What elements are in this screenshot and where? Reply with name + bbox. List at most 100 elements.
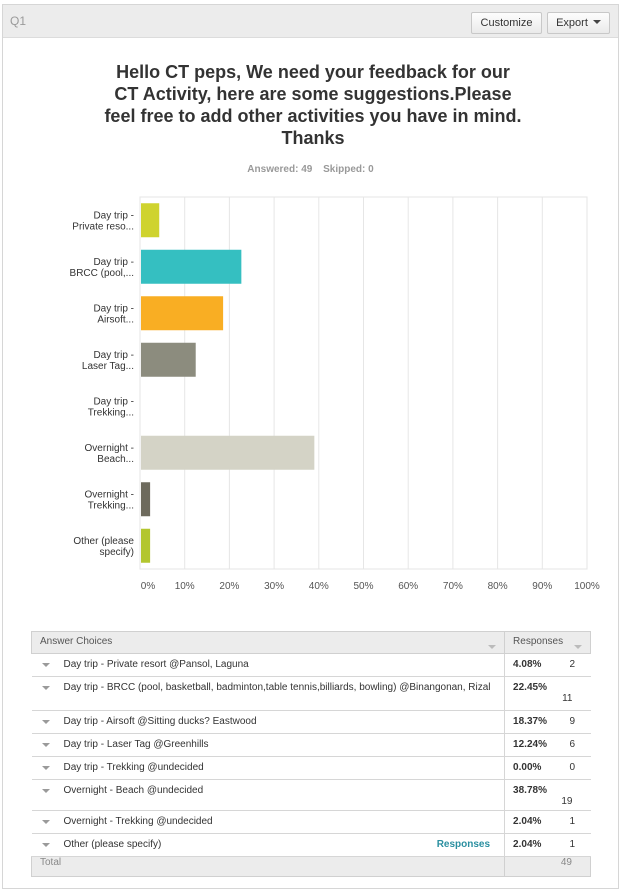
y-tick-label: Other (please specify) bbox=[73, 536, 134, 558]
table-row[interactable]: Day trip - BRCC (pool, basketball, badmi… bbox=[31, 676, 591, 711]
answer-choice-label: Day trip - BRCC (pool, basketball, badmi… bbox=[63, 682, 491, 693]
bar[interactable] bbox=[141, 435, 315, 470]
response-percent: 2.04% bbox=[513, 816, 542, 827]
x-tick-label: 40% bbox=[309, 581, 329, 592]
view-responses-link[interactable]: Responses bbox=[436, 839, 491, 850]
y-tick-label: Overnight -Trekking... bbox=[85, 489, 134, 511]
answer-choice-cell: Day trip - Laser Tag @Greenhills bbox=[31, 733, 506, 757]
y-tick-label: Day trip -Trekking... bbox=[88, 396, 134, 418]
table-row[interactable]: Overnight - Beach @undecided 38.78% 19 bbox=[31, 779, 591, 811]
chevron-down-icon bbox=[592, 20, 601, 24]
response-percent: 18.37% bbox=[513, 716, 547, 727]
response-count: 2 bbox=[569, 659, 576, 670]
bar-chart: 0% 10% 20% 30% 40% 50% 60% 70% 80% 90% 100% Day tri… bbox=[70, 196, 600, 592]
response-cell: 2.04% 1 bbox=[504, 833, 591, 857]
total-row: Total 49 bbox=[30, 856, 591, 877]
table-row[interactable]: Day trip - Trekking @undecided 0.00% 0 bbox=[31, 756, 591, 780]
y-tick-label: Day trip -Airsoft... bbox=[93, 303, 134, 325]
bar[interactable] bbox=[141, 203, 160, 238]
x-tick-label: 100% bbox=[574, 581, 600, 592]
answer-choice-cell: Day trip - Trekking @undecided bbox=[31, 756, 506, 780]
x-tick-label: 20% bbox=[219, 581, 239, 592]
x-tick-label: 30% bbox=[264, 581, 284, 592]
customize-button[interactable]: Customize bbox=[471, 12, 542, 34]
response-percent: 12.24% bbox=[513, 739, 547, 750]
response-cell: 12.24% 6 bbox=[504, 733, 591, 757]
table-row[interactable]: Overnight - Trekking @undecided 2.04% 1 bbox=[31, 810, 591, 834]
table-row[interactable]: Day trip - Private resort @Pansol, Lagun… bbox=[31, 653, 591, 677]
response-count: 11 bbox=[562, 693, 573, 704]
x-tick-label: 80% bbox=[488, 581, 508, 592]
response-cell: 2.04% 1 bbox=[504, 810, 591, 834]
x-tick-label: 0% bbox=[141, 581, 156, 592]
expand-row-icon[interactable] bbox=[41, 720, 50, 724]
expand-row-icon[interactable] bbox=[41, 663, 50, 667]
sort-icon bbox=[574, 645, 582, 649]
export-label: Export bbox=[556, 17, 588, 29]
question-number: Q1 bbox=[10, 14, 27, 28]
expand-row-icon[interactable] bbox=[41, 820, 50, 824]
response-count: 19 bbox=[561, 796, 573, 807]
bar[interactable] bbox=[141, 528, 151, 563]
response-percent: 2.04% bbox=[513, 839, 542, 850]
response-count: 9 bbox=[569, 716, 576, 727]
response-cell: 0.00% 0 bbox=[504, 756, 591, 780]
response-cell: 18.37% 9 bbox=[504, 710, 591, 734]
x-tick-label: 60% bbox=[398, 581, 418, 592]
bar[interactable] bbox=[141, 342, 196, 377]
response-percent: 0.00% bbox=[513, 762, 542, 773]
total-count: 49 bbox=[504, 856, 591, 877]
answer-choice-label: Day trip - Laser Tag @Greenhills bbox=[63, 739, 209, 750]
question-header: Q1 Customize Export bbox=[3, 5, 618, 38]
answer-choice-cell: Other (please specify) Responses bbox=[31, 833, 506, 857]
answer-choice-label: Day trip - Trekking @undecided bbox=[63, 762, 204, 773]
response-count: 1 bbox=[569, 839, 576, 850]
answer-choice-cell: Overnight - Trekking @undecided bbox=[31, 810, 506, 834]
response-count: 6 bbox=[569, 739, 576, 750]
table-row[interactable]: Day trip - Airsoft @Sitting ducks? Eastw… bbox=[31, 710, 591, 734]
table-row[interactable]: Other (please specify) Responses 2.04% 1 bbox=[31, 833, 591, 857]
answer-choices-header[interactable]: Answer Choices bbox=[30, 631, 506, 654]
answer-choice-label: Overnight - Beach @undecided bbox=[63, 785, 204, 796]
answer-choice-cell: Day trip - BRCC (pool, basketball, badmi… bbox=[31, 676, 506, 711]
response-count: 1 bbox=[569, 816, 576, 827]
answered-count: Answered: 49 bbox=[247, 164, 313, 175]
answers-table: Answer Choices Responses Day trip - Priv… bbox=[30, 631, 591, 877]
question-title: Hello CT peps, We need your feedback for… bbox=[104, 62, 522, 148]
expand-row-icon[interactable] bbox=[41, 843, 50, 847]
expand-row-icon[interactable] bbox=[41, 766, 50, 770]
export-button[interactable]: Export bbox=[547, 12, 610, 34]
response-percent: 22.45% bbox=[513, 682, 547, 693]
response-percent: 4.08% bbox=[513, 659, 542, 670]
answer-choice-label: Other (please specify) bbox=[63, 839, 162, 850]
response-cell: 4.08% 2 bbox=[504, 653, 591, 677]
responses-header-label: Responses bbox=[513, 636, 564, 647]
answer-choice-cell: Overnight - Beach @undecided bbox=[31, 779, 506, 811]
y-tick-label: Day trip -Private reso... bbox=[72, 210, 134, 232]
total-label: Total bbox=[30, 856, 506, 877]
answer-choice-label: Day trip - Private resort @Pansol, Lagun… bbox=[63, 659, 249, 670]
response-count: 0 bbox=[569, 762, 576, 773]
bar[interactable] bbox=[141, 296, 224, 331]
bar[interactable] bbox=[141, 482, 151, 517]
x-tick-label: 50% bbox=[353, 581, 373, 592]
answer-choice-cell: Day trip - Airsoft @Sitting ducks? Eastw… bbox=[31, 710, 506, 734]
bar[interactable] bbox=[141, 249, 242, 284]
expand-row-icon[interactable] bbox=[41, 789, 50, 793]
y-tick-label: Overnight -Beach... bbox=[85, 443, 134, 465]
expand-row-icon[interactable] bbox=[41, 686, 50, 690]
table-row[interactable]: Day trip - Laser Tag @Greenhills 12.24% 6 bbox=[31, 733, 591, 757]
x-tick-label: 70% bbox=[443, 581, 463, 592]
x-tick-label: 90% bbox=[532, 581, 552, 592]
answer-choice-cell: Day trip - Private resort @Pansol, Lagun… bbox=[31, 653, 506, 677]
y-tick-label: Day trip -Laser Tag... bbox=[82, 350, 134, 372]
y-tick-label: Day trip -BRCC (pool,... bbox=[70, 257, 134, 279]
answer-choice-label: Day trip - Airsoft @Sitting ducks? Eastw… bbox=[63, 716, 257, 727]
response-percent: 38.78% bbox=[513, 785, 547, 796]
response-stats: Answered: 49 Skipped: 0 bbox=[3, 164, 618, 175]
answer-choices-header-label: Answer Choices bbox=[40, 636, 113, 647]
skipped-count: Skipped: 0 bbox=[323, 164, 374, 175]
expand-row-icon[interactable] bbox=[41, 743, 50, 747]
responses-header[interactable]: Responses bbox=[504, 631, 591, 654]
sort-icon bbox=[488, 645, 497, 649]
